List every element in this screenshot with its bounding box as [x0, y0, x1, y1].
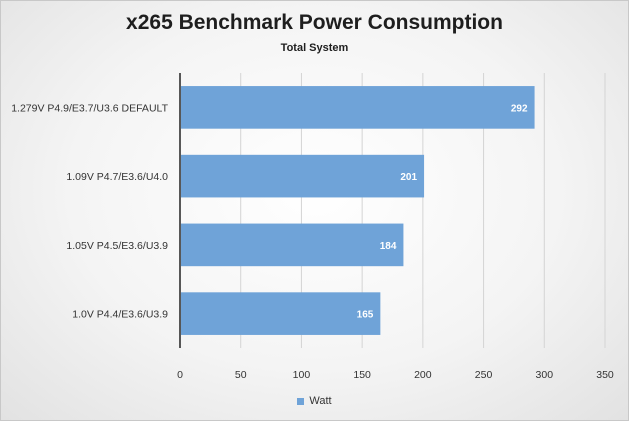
x-tick-label: 350	[596, 369, 614, 381]
x-tick-label: 150	[353, 369, 371, 381]
x-tick-label: 250	[475, 369, 493, 381]
x-tick-label: 0	[177, 369, 183, 381]
bar	[181, 154, 425, 198]
category-label: 1.05V P4.5/E3.6/U3.9	[66, 240, 168, 252]
x-tick-label: 50	[235, 369, 247, 381]
category-label: 1.09V P4.7/E3.6/U4.0	[66, 171, 168, 183]
x-tick-label: 100	[293, 369, 311, 381]
category-label: 1.0V P4.4/E3.6/U3.9	[72, 309, 168, 321]
bar	[181, 86, 535, 129]
bar	[181, 292, 381, 335]
bar	[181, 223, 404, 267]
x-tick-label: 200	[414, 369, 432, 381]
bar-data-label: 201	[400, 172, 417, 183]
chart-subtitle: Total System	[280, 42, 349, 54]
bar-data-label: 184	[380, 241, 397, 252]
legend-label: Watt	[309, 395, 332, 407]
category-label: 1.279V P4.9/E3.7/U3.6 DEFAULT	[11, 102, 168, 114]
bar-data-label: 292	[511, 103, 528, 114]
legend-swatch	[297, 397, 305, 405]
x-tick-label: 300	[536, 369, 554, 381]
chart-title: x265 Benchmark Power Consumption	[126, 11, 503, 34]
legend: Watt	[1, 395, 628, 407]
bar-data-label: 165	[357, 310, 374, 321]
